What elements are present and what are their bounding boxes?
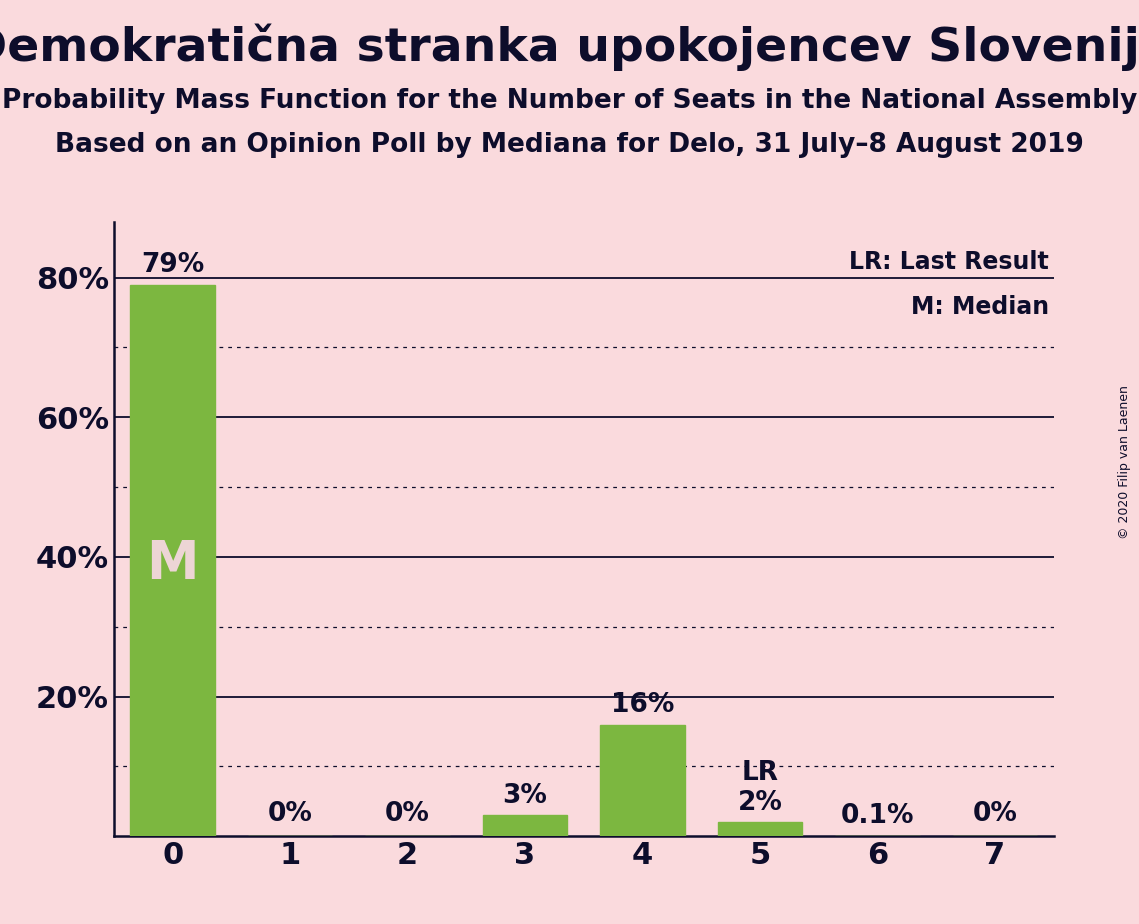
Text: 0%: 0% (973, 801, 1017, 827)
Bar (483, 815, 567, 836)
Bar (718, 822, 802, 836)
Text: LR: Last Result: LR: Last Result (850, 250, 1049, 274)
Text: Based on an Opinion Poll by Mediana for Delo, 31 July–8 August 2019: Based on an Opinion Poll by Mediana for … (55, 132, 1084, 158)
Text: 0%: 0% (268, 801, 312, 827)
Text: Probability Mass Function for the Number of Seats in the National Assembly: Probability Mass Function for the Number… (2, 88, 1137, 114)
Text: M: Median: M: Median (911, 296, 1049, 320)
Text: © 2020 Filip van Laenen: © 2020 Filip van Laenen (1118, 385, 1131, 539)
Text: 0%: 0% (385, 801, 431, 827)
Text: 16%: 16% (611, 692, 674, 718)
Bar (600, 724, 685, 836)
Text: 2%: 2% (737, 790, 782, 816)
Text: 3%: 3% (502, 783, 548, 809)
Text: 0.1%: 0.1% (841, 803, 915, 829)
Bar (130, 285, 215, 836)
Text: 79%: 79% (141, 252, 204, 278)
Text: LR: LR (741, 760, 778, 786)
Text: Demokratična stranka upokojencev Slovenije: Demokratična stranka upokojencev Sloveni… (0, 23, 1139, 70)
Text: M: M (147, 538, 199, 590)
